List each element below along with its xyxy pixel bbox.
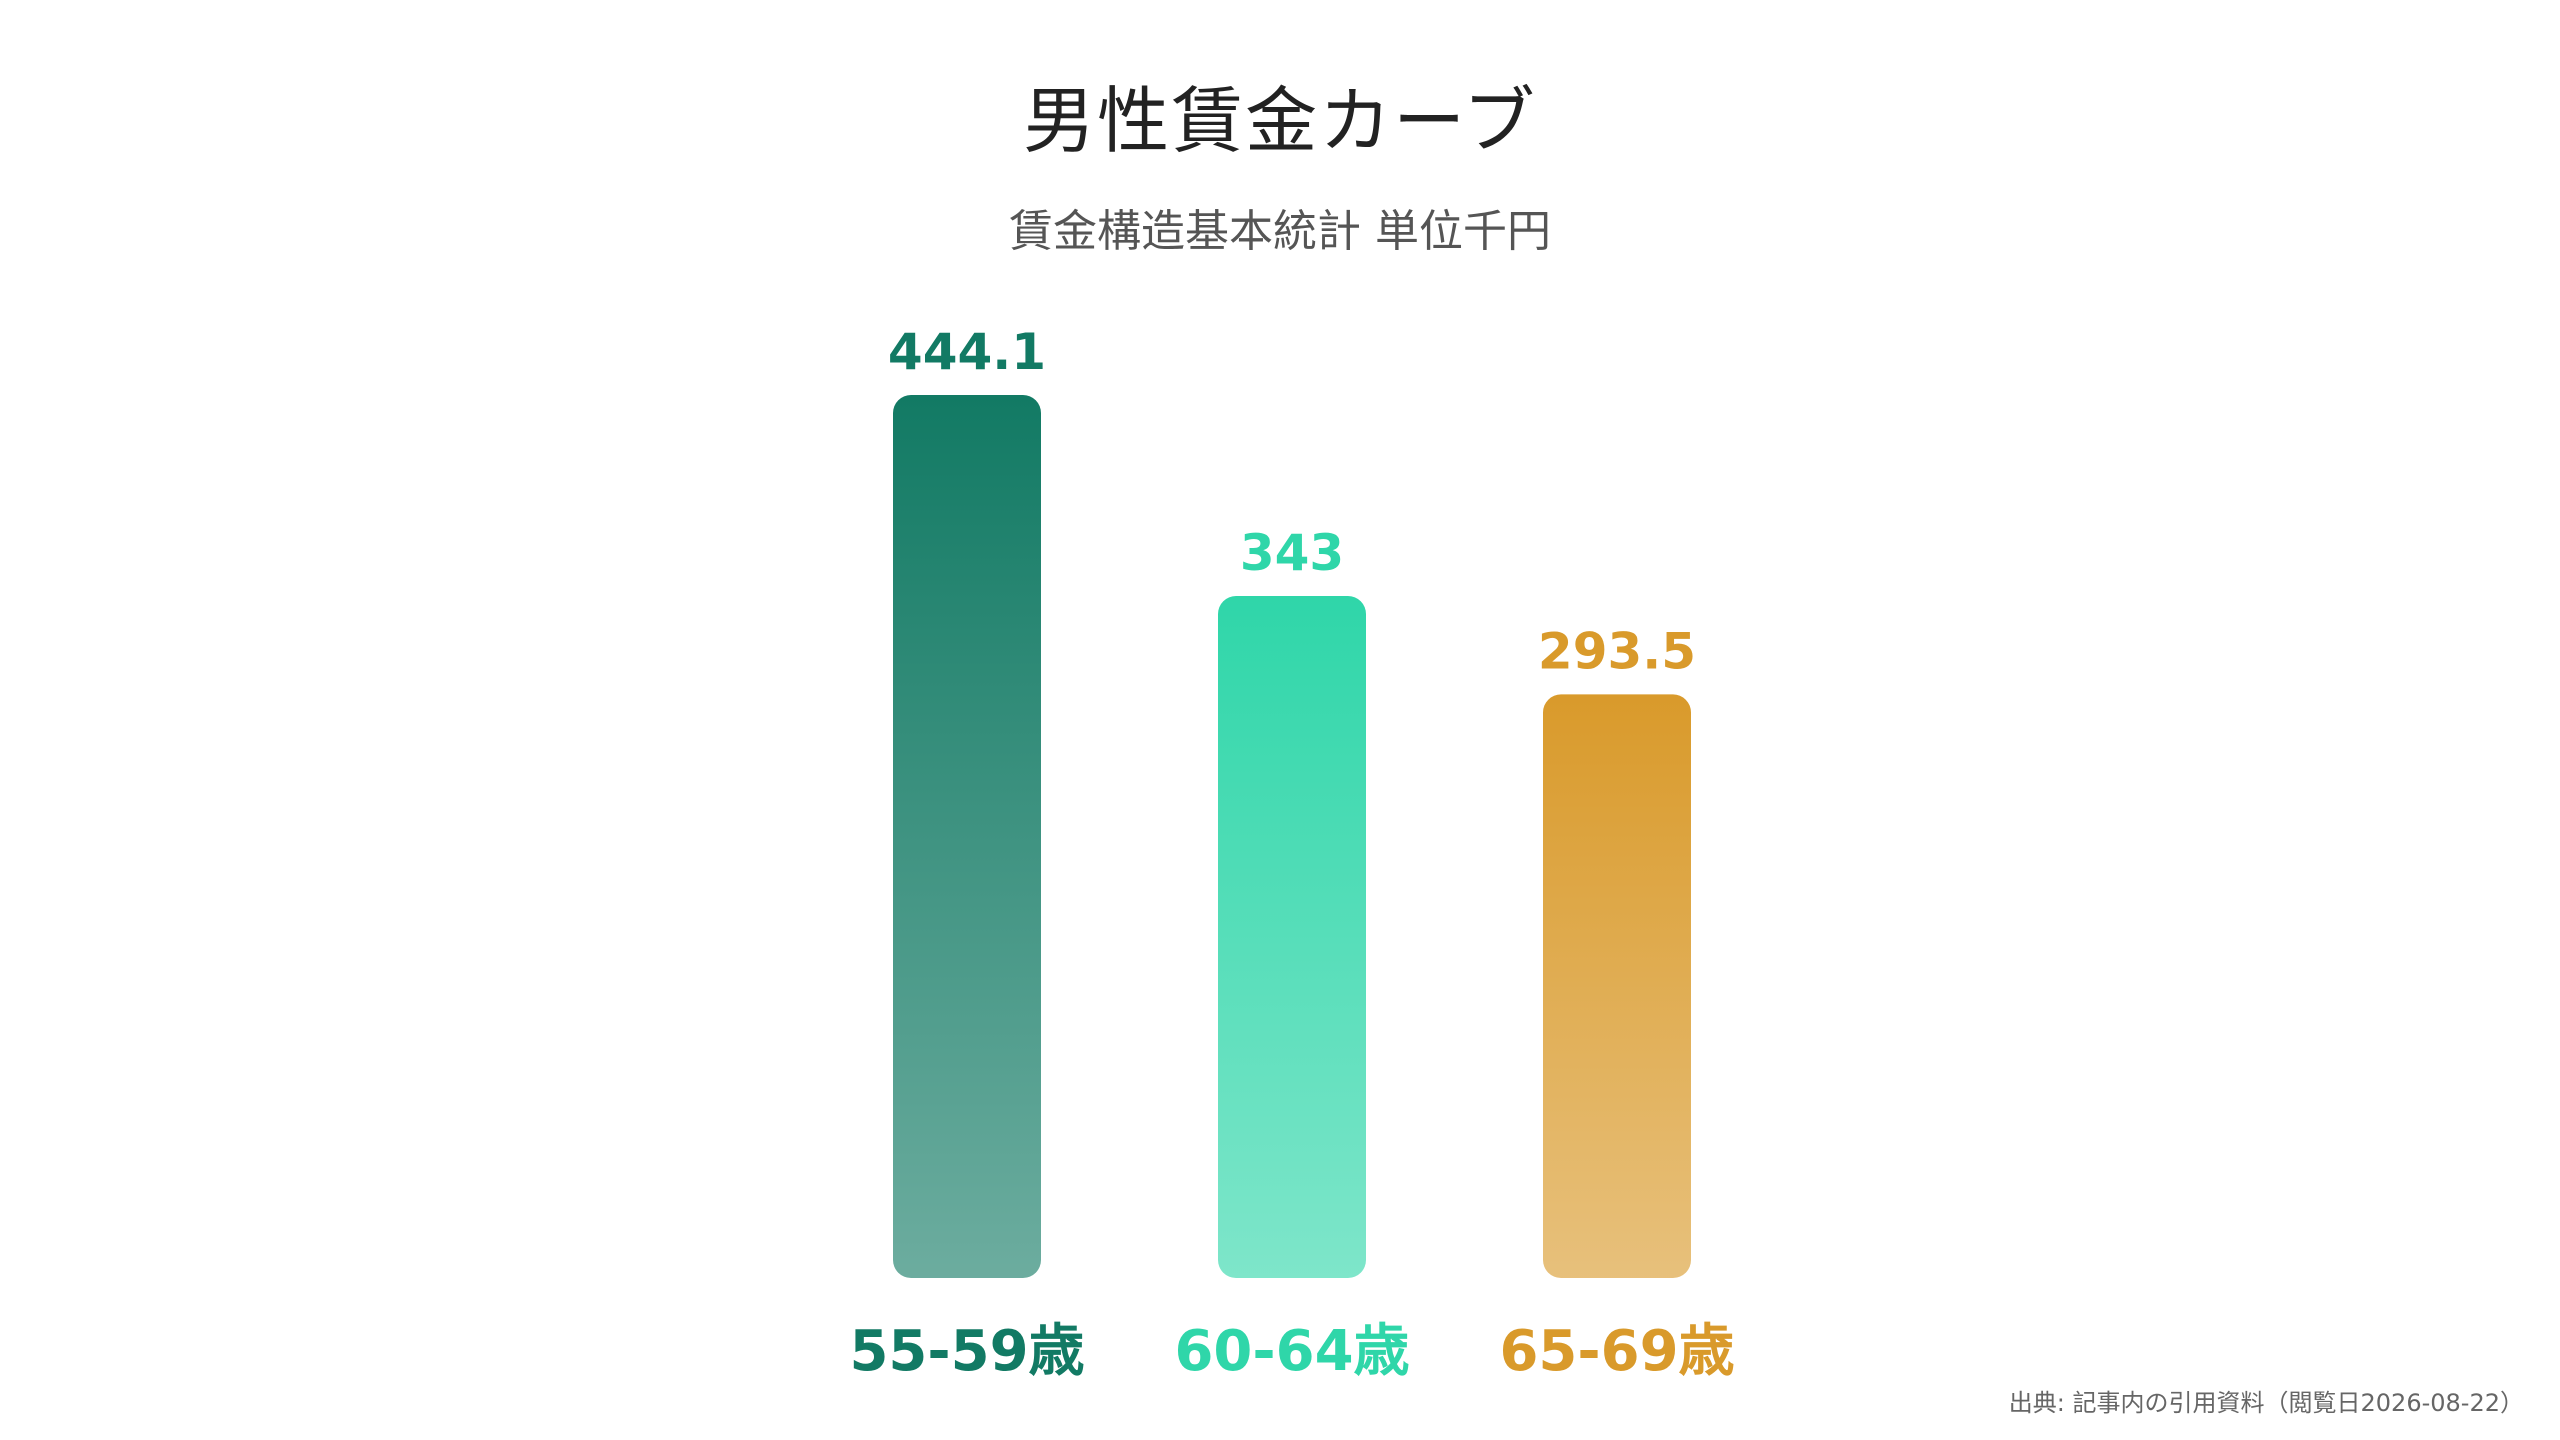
category-label-2: 60-64歳: [1174, 1319, 1409, 1384]
labels-layer: 444.1 55-59歳 343 60-64歳 293.5 65-69歳: [849, 323, 1734, 1384]
bar-3: [1543, 694, 1691, 1278]
bars-layer: [893, 395, 1691, 1278]
value-label-2: 343: [1240, 524, 1344, 582]
chart-title: 男性賃金カーブ: [1023, 79, 1537, 163]
source-note: 出典: 記事内の引用資料（閲覧日2026-08-22）: [2008, 1389, 2524, 1417]
value-label-1: 444.1: [888, 323, 1046, 381]
bar-1: [893, 395, 1041, 1278]
category-label-3: 65-69歳: [1499, 1319, 1734, 1384]
value-label-3: 293.5: [1538, 622, 1696, 680]
chart-subtitle: 賃金構造基本統計 単位千円: [1009, 206, 1551, 257]
bar-2: [1218, 596, 1366, 1278]
category-label-1: 55-59歳: [849, 1319, 1084, 1384]
